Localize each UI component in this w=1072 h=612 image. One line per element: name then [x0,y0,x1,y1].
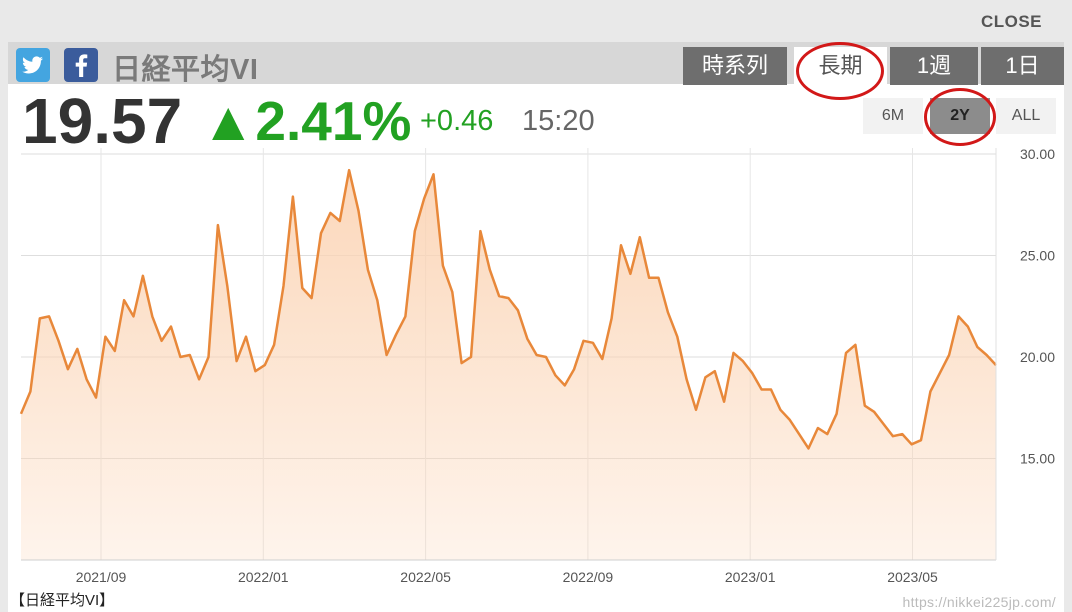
range-6m-button[interactable]: 6M [863,98,923,134]
volatility-chart: 30.00 25.00 20.00 15.00 2021/09 2022/01 2022/0… [19,146,1055,585]
y-tick-label: 25.00 [1020,248,1055,264]
x-tick-label: 2023/01 [725,569,776,585]
tab-1-day[interactable]: 1日 [981,47,1064,85]
panel-header: 日経平均VI 時系列 長期 1週 1日 [8,42,1064,86]
y-tick-label: 30.00 [1020,146,1055,162]
x-tick-label: 2023/05 [887,569,938,585]
range-2y-button[interactable]: 2Y [930,98,990,134]
twitter-icon[interactable] [16,48,50,82]
y-tick-label: 20.00 [1020,349,1055,365]
site-watermark: https://nikkei225jp.com/ [902,594,1056,610]
change-percent: ▲2.41% [201,90,412,152]
chart-panel: 日経平均VI 時系列 長期 1週 1日 19.57 ▲2.41% +0.46 1… [8,42,1064,612]
x-tick-label: 2022/05 [400,569,451,585]
series-area [21,170,996,560]
x-tick-label: 2021/09 [76,569,127,585]
x-tick-label: 2022/01 [238,569,289,585]
series-line [19,168,997,450]
facebook-icon[interactable] [64,48,98,82]
quote-time: 15:20 [522,105,595,137]
tab-long-term[interactable]: 長期 [794,47,887,85]
tab-1-week[interactable]: 1週 [890,47,978,85]
series-label: 【日経平均VI】 [10,592,115,609]
y-tick-label: 15.00 [1020,451,1055,467]
change-amount: +0.46 [420,105,494,137]
x-tick-label: 2022/09 [563,569,614,585]
current-value: 19.57 [22,85,183,157]
close-button[interactable]: CLOSE [980,12,1042,31]
chart-title: 日経平均VI [112,54,259,86]
range-all-button[interactable]: ALL [996,98,1056,134]
tab-timeseries[interactable]: 時系列 [683,47,787,85]
